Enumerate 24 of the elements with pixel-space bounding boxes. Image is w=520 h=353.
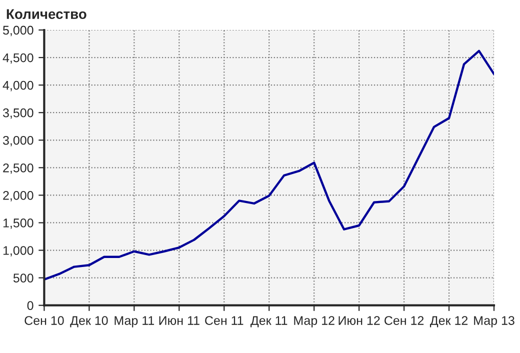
x-tick-label: Сен 11 [205,316,244,325]
y-tick-label: 1,500 [3,218,34,229]
y-tick-label: 2,500 [3,163,34,174]
x-tick-label: Мар 12 [294,316,334,328]
y-tick-label: 3,000 [2,136,34,146]
y-tick-label: 2,000 [3,191,34,202]
x-tick-label: Дек 11 [250,316,288,328]
x-tick-label: Июн 12 [338,316,380,325]
y-tick-label: 3,500 [2,108,34,119]
x-tick-label: Сен 10 [24,316,64,325]
line-series [44,50,494,281]
y-axis-title: Количество [6,9,86,19]
x-tick-label: Дек 12 [430,316,468,328]
x-tick-label: Июн 11 [159,316,200,325]
y-tick-label: 4,500 [2,53,34,64]
y-tick-label: 5,000 [3,26,34,36]
x-tick-label: Мар 13 [474,316,514,328]
y-tick-label: 4,000 [2,80,34,92]
x-tick-label: Мар 11 [114,316,154,328]
y-tick-label: 1,000 [3,246,34,256]
x-tick-label: Дек 10 [70,316,108,328]
y-tick-label: 0 [27,301,34,310]
x-tick-label: Сен 12 [384,316,424,325]
y-tick-label: 500 [13,274,34,282]
